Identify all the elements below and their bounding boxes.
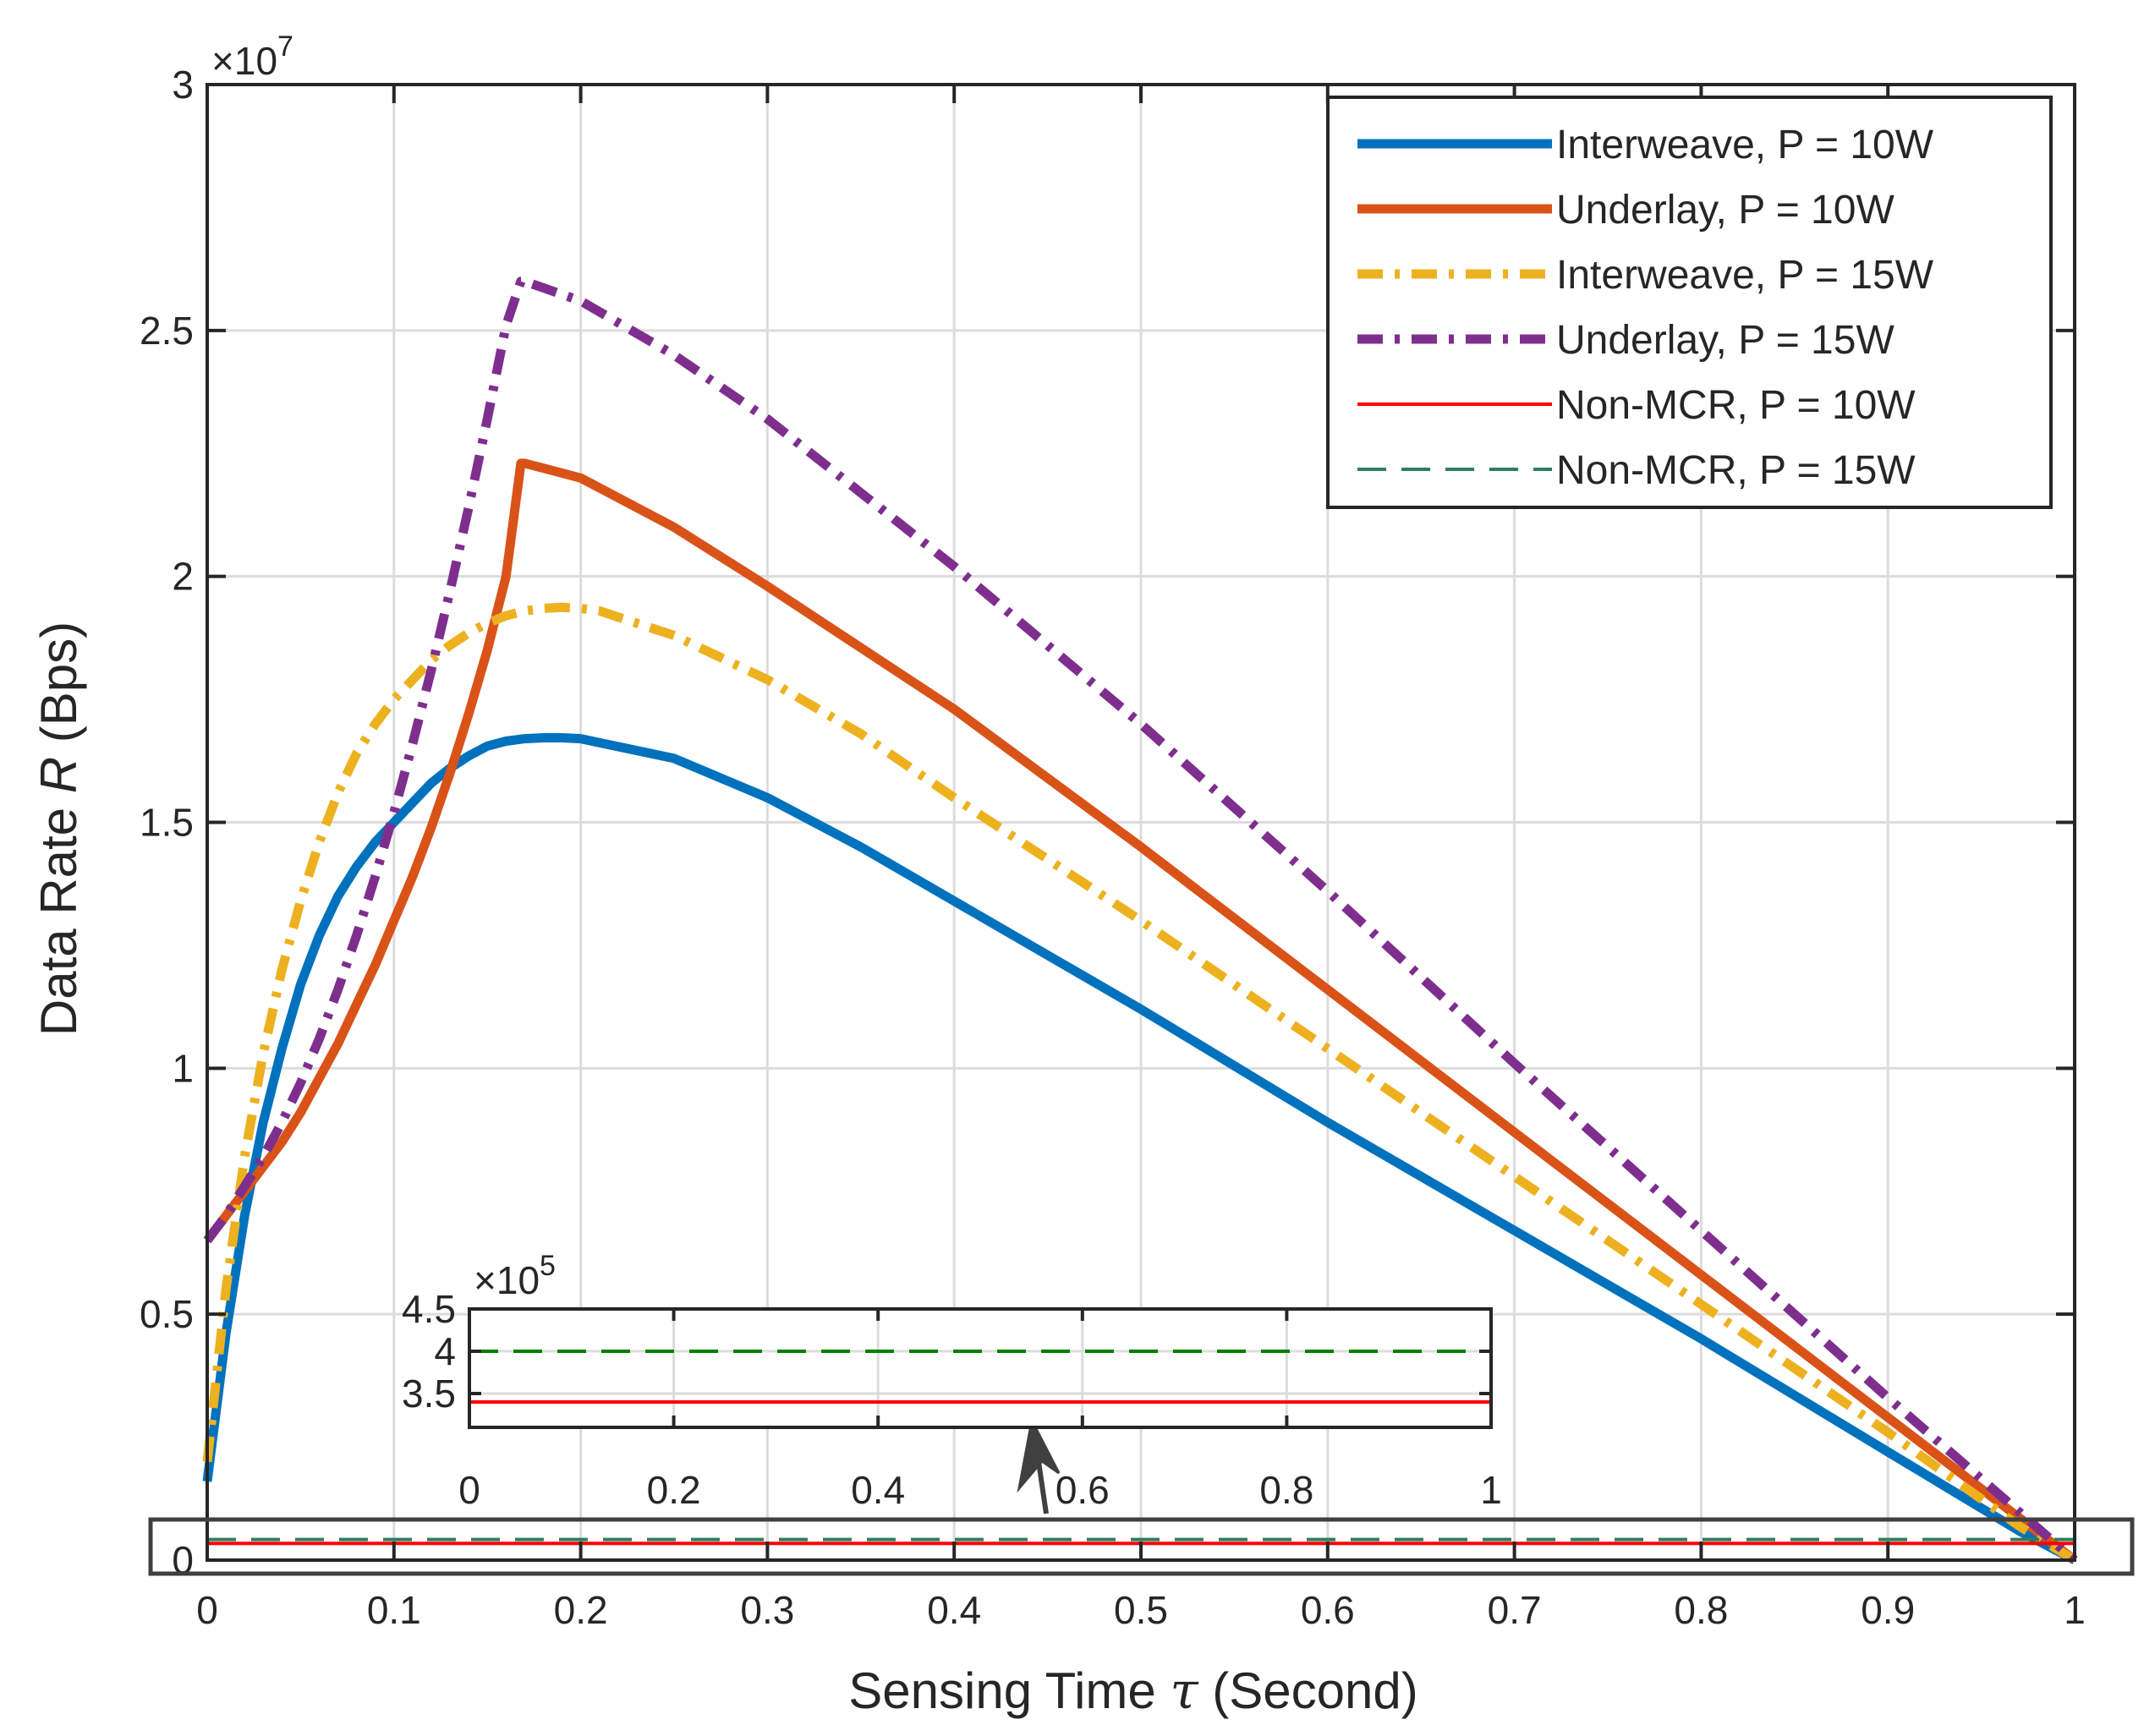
legend-label-underlay-p-15w: Underlay, P = 15W — [1556, 318, 1895, 363]
inset-chart: 0 0.2 0.4 0.6 0.8 1 3.544.5 ×105 — [402, 1250, 1502, 1512]
zoom-highlight-box — [148, 1517, 2135, 1576]
main-x-tick-label: 0.7 — [1488, 1588, 1542, 1632]
inset-ticks — [468, 1307, 1493, 1427]
y-axis-exponent: ×107 — [211, 30, 293, 83]
inset-x-tick-label: 0.4 — [851, 1468, 905, 1512]
legend-label-interweave-p-10w: Interweave, P = 10W — [1556, 123, 1934, 167]
main-x-tick-label: 0.8 — [1674, 1588, 1728, 1632]
legend-label-interweave-p-15w: Interweave, P = 15W — [1556, 253, 1934, 298]
main-ticks — [206, 83, 2076, 1562]
legend-label-non-mcr-p-10w: Non-MCR, P = 10W — [1556, 383, 1916, 428]
inset-x-tick-label: 0 — [458, 1468, 480, 1512]
main-y-tick-label: 2.5 — [140, 309, 194, 353]
main-x-tick-label: 0.2 — [554, 1588, 608, 1632]
main-series-underlay-p-10w — [203, 458, 2078, 1564]
main-x-tick-label: 0.1 — [367, 1588, 421, 1632]
inset-x-tick-label: 0.2 — [647, 1468, 701, 1512]
main-x-tick-label: 0.6 — [1301, 1588, 1355, 1632]
inset-y-tick-label: 3.5 — [402, 1372, 456, 1416]
main-x-tick-label: 0 — [196, 1588, 218, 1632]
legend-box — [1326, 96, 2053, 509]
zoom-arrow-icon — [1017, 1416, 1061, 1514]
inset-plot-frame — [468, 1307, 1493, 1429]
inset-tick-labels: 0 0.2 0.4 0.6 0.8 1 3.544.5 — [402, 1287, 1502, 1512]
main-y-tick-label: 1.5 — [140, 801, 194, 845]
inset-y-tick-label: 4 — [434, 1329, 456, 1373]
inset-x-tick-label: 0.8 — [1259, 1468, 1313, 1512]
inset-series — [469, 1350, 1491, 1404]
inset-y-tick-label: 4.5 — [402, 1287, 456, 1331]
inset-x-tick-label: 1 — [1480, 1468, 1502, 1512]
x-axis-label: Sensing Time τ (Second) — [848, 1662, 1418, 1721]
main-y-tick-label: 3 — [172, 63, 194, 107]
legend: Interweave, P = 10W Underlay, P = 10W Inte… — [1326, 96, 2053, 509]
main-x-tick-label: 0.9 — [1861, 1588, 1915, 1632]
main-y-tick-label: 0.5 — [140, 1292, 194, 1336]
main-x-tick-label: 0.4 — [927, 1588, 981, 1632]
main-tick-labels: 0 0.1 0.2 0.3 0.4 0.5 0.6 0.7 0.8 0.9 1 0 0.5 1 1.5 2 2.… — [140, 63, 2086, 1632]
inset-x-tick-label: 0.6 — [1056, 1468, 1110, 1512]
main-series-underlay-p-15w — [203, 277, 2078, 1564]
main-y-tick-label: 1 — [172, 1046, 194, 1090]
legend-label-non-mcr-p-15w: Non-MCR, P = 15W — [1556, 448, 1916, 493]
main-x-tick-label: 1 — [2064, 1588, 2086, 1632]
main-x-tick-label: 0.5 — [1114, 1588, 1168, 1632]
main-series-interweave-p-10w — [202, 733, 2077, 1564]
main-y-tick-label: 2 — [172, 555, 194, 599]
main-series-interweave-p-15w — [202, 602, 2077, 1564]
y-axis-label: Data Rate R (Bps) — [30, 622, 87, 1036]
legend-label-underlay-p-10w: Underlay, P = 10W — [1556, 188, 1895, 233]
main-x-tick-label: 0.3 — [740, 1588, 794, 1632]
inset-y-axis-exponent: ×105 — [474, 1250, 556, 1302]
